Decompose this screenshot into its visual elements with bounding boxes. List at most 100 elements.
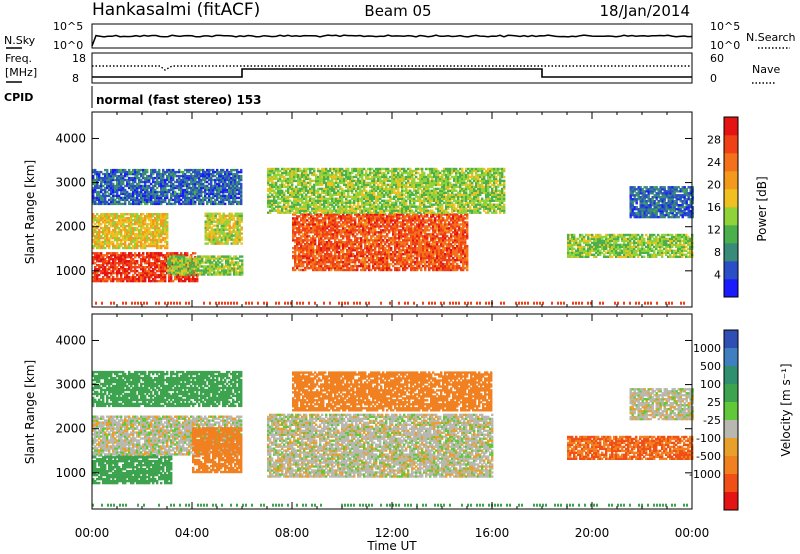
nave-trace [92, 65, 692, 71]
velocity-ytick-label: 4000 [55, 333, 86, 347]
freq-panel: Freq. [MHz] 18 8 60 0 Nave [5, 52, 780, 85]
velocity-colorbar-swatch [724, 438, 738, 457]
power-region [292, 213, 469, 272]
velocity-region [567, 435, 694, 460]
power-colorbar-frame [723, 116, 739, 298]
velocity-colorbar-swatch [724, 474, 738, 493]
cpid-mode: normal (fast stereo) 153 [96, 93, 262, 107]
power-colorbar-swatch [724, 153, 738, 172]
velocity-colorbar-tick: 100 [700, 378, 721, 391]
x-tick-label: 00:00 [75, 526, 110, 540]
power-colorbar-tick: 8 [714, 246, 721, 259]
nsky-panel: N.Sky 10^5 10^0 10^5 10^0 N.Search [4, 20, 796, 52]
freq-trace [92, 68, 692, 78]
power-colorbar-tick: 16 [707, 201, 721, 214]
x-tick-label: 04:00 [175, 526, 210, 540]
x-tick-label: 20:00 [575, 526, 610, 540]
velocity-colorbar-tick: 500 [700, 360, 721, 373]
nsky-tick-bottom: 10^0 [53, 39, 83, 52]
x-tick-label: 08:00 [275, 526, 310, 540]
power-region [167, 255, 244, 276]
freq-tick-bottom: 8 [72, 72, 79, 85]
velocity-region [92, 370, 243, 408]
cpid-label: CPID [4, 91, 33, 104]
velocity-near-range-echoes [92, 503, 688, 507]
power-colorbar-swatch [724, 135, 738, 154]
nsky-label: N.Sky [4, 34, 36, 47]
power-ytick-label: 1000 [55, 264, 86, 278]
power-colorbar-tick: 12 [707, 224, 721, 237]
power-colorbar-swatch [724, 243, 738, 262]
nsearch-tick-bottom: 10^0 [710, 39, 740, 52]
freq-label-line2: [MHz] [5, 66, 37, 79]
power-colorbar-swatch [724, 207, 738, 226]
power-region [204, 212, 243, 245]
velocity-colorbar-swatch [724, 348, 738, 367]
velocity-region [292, 371, 493, 412]
velocity-colorbar-tick: -500 [696, 450, 721, 463]
power-region [567, 233, 694, 258]
velocity-colorbar-swatch [724, 420, 738, 439]
velocity-colorbar-swatch [724, 366, 738, 385]
x-tick-label: 00:00 [675, 526, 710, 540]
velocity-ytick-label: 3000 [55, 378, 86, 392]
power-colorbar-tick: 24 [707, 156, 721, 169]
x-tick-label: 16:00 [475, 526, 510, 540]
velocity-colorbar-swatch [724, 492, 738, 511]
velocity-colorbar-tick: -1000 [689, 468, 721, 481]
power-region [629, 186, 694, 219]
power-colorbar-swatch [724, 189, 738, 208]
velocity-region [92, 454, 173, 485]
power-panel: 1000 2000 3000 4000 Slant Range [km] 4 8 12 16… [23, 111, 769, 308]
power-near-range-echoes [95, 301, 685, 305]
velocity-colorbar-label: Velocity [m s⁻¹] [779, 363, 793, 456]
power-colorbar-tick: 20 [707, 179, 721, 192]
velocity-region [192, 427, 243, 474]
freq-label-line1: Freq. [5, 52, 32, 65]
power-ytick-label: 2000 [55, 220, 86, 234]
power-colorbar-swatch [724, 261, 738, 280]
power-region [267, 167, 506, 214]
velocity-colorbar-tick: 25 [707, 396, 721, 409]
velocity-region [267, 413, 494, 478]
nsearch-tick-top: 10^5 [710, 20, 740, 33]
velocity-colorbar-swatch [724, 402, 738, 421]
velocity-colorbar-swatch [724, 384, 738, 403]
x-axis-ticks: 00:00 04:00 08:00 12:00 16:00 20:00 00:00 [75, 526, 710, 540]
power-region [92, 168, 243, 206]
power-colorbar-swatch [724, 117, 738, 136]
velocity-ylabel: Slant Range [km] [23, 360, 37, 464]
velocity-ytick-label: 1000 [55, 466, 86, 480]
nsky-trace [91, 34, 693, 47]
velocity-colorbar-tick: 1000 [693, 342, 721, 355]
power-colorbar-tick: 28 [707, 134, 721, 147]
nave-tick-bottom: 0 [710, 72, 717, 85]
power-colorbar-label: Power [dB] [755, 176, 769, 241]
power-colorbar-swatch [724, 225, 738, 244]
velocity-colorbar-tick: -100 [696, 432, 721, 445]
nsky-tick-top: 10^5 [53, 20, 83, 33]
power-ylabel: Slant Range [km] [23, 160, 37, 264]
beam-title: Beam 05 [364, 2, 431, 20]
cpid-panel: CPID normal (fast stereo) 153 [4, 86, 262, 108]
velocity-colorbar-swatch [724, 456, 738, 475]
freq-tick-top: 18 [72, 52, 86, 65]
power-region [92, 213, 169, 250]
velocity-colorbar-frame [723, 329, 739, 511]
velocity-panel: 1000 2000 3000 4000 Slant Range [km] 1000 50… [23, 313, 793, 511]
power-colorbar-tick: 4 [714, 269, 721, 282]
date-title: 18/Jan/2014 [600, 2, 691, 20]
velocity-region [629, 388, 694, 421]
station-title: Hankasalmi (fitACF) [92, 0, 260, 20]
power-ytick-label: 4000 [55, 131, 86, 145]
velocity-colorbar-tick: -25 [703, 414, 721, 427]
velocity-ytick-label: 2000 [55, 422, 86, 436]
nsearch-label: N.Search [746, 31, 796, 44]
nave-label: Nave [752, 63, 780, 76]
power-colorbar-swatch [724, 171, 738, 190]
velocity-colorbar-swatch [724, 330, 738, 349]
power-ytick-label: 3000 [55, 176, 86, 190]
x-axis-label: Time UT [366, 539, 417, 553]
x-tick-label: 12:00 [375, 526, 410, 540]
